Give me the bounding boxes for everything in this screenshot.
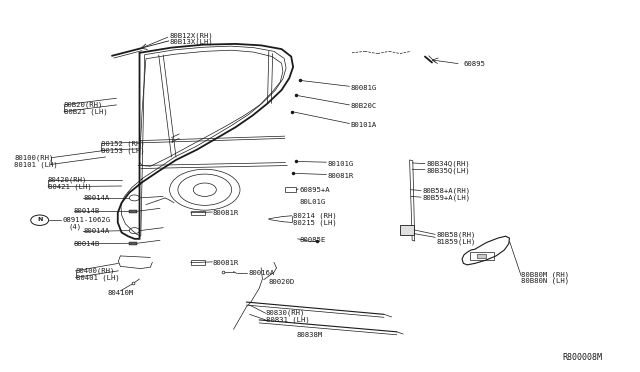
Text: 08911-1062G: 08911-1062G [62,217,110,223]
Text: 80B58(RH): 80B58(RH) [436,232,476,238]
Bar [129,242,137,245]
Text: 80101 (LH): 80101 (LH) [14,161,58,168]
Bar [477,254,486,258]
Text: (4): (4) [68,224,82,230]
Text: 80081G: 80081G [351,85,377,91]
Text: 80B58+A(RH): 80B58+A(RH) [422,188,470,195]
Text: 80401 (LH): 80401 (LH) [76,274,119,281]
Text: 80215 (LH): 80215 (LH) [293,219,337,226]
Text: 80L01G: 80L01G [300,199,326,205]
Text: 80B80M (RH): 80B80M (RH) [521,271,569,278]
Text: 80101G: 80101G [328,161,354,167]
Text: 80400(RH): 80400(RH) [76,267,115,274]
Text: 80831 (LH): 80831 (LH) [266,317,309,323]
Text: 80B34Q(RH): 80B34Q(RH) [426,160,470,167]
Text: 80214 (RH): 80214 (RH) [293,212,337,219]
Text: 81859(LH): 81859(LH) [436,238,476,245]
Text: 60895: 60895 [463,61,485,67]
Text: 80B21 (LH): 80B21 (LH) [64,108,108,115]
Text: 80421 (LH): 80421 (LH) [48,183,92,190]
Bar [129,210,137,213]
Text: 80B59+A(LH): 80B59+A(LH) [422,195,470,201]
Text: 80016A: 80016A [248,270,275,276]
Text: 80410M: 80410M [108,290,134,296]
Text: 80B20C: 80B20C [351,103,377,109]
Text: B0101A: B0101A [351,122,377,128]
Text: 80081R: 80081R [212,210,239,216]
Text: 80014B: 80014B [74,208,100,214]
FancyBboxPatch shape [400,225,414,235]
Text: 80B20(RH): 80B20(RH) [64,102,104,108]
Text: 80830(RH): 80830(RH) [266,310,305,317]
Text: 80085E: 80085E [300,237,326,243]
Text: 80081R: 80081R [212,260,239,266]
Text: 80014A: 80014A [83,228,109,234]
Text: N: N [37,217,42,222]
Text: 80081R: 80081R [328,173,354,179]
Text: 80B13X(LH): 80B13X(LH) [170,39,213,45]
Text: 80152 (RH): 80152 (RH) [101,140,145,147]
Text: 80020D: 80020D [269,279,295,285]
Text: 60895+A: 60895+A [300,187,330,193]
Text: 80014A: 80014A [83,195,109,201]
Text: 80B80N (LH): 80B80N (LH) [521,278,569,285]
Text: 80014B: 80014B [74,241,100,247]
Text: 80153 (LH): 80153 (LH) [101,147,145,154]
Text: 80B12X(RH): 80B12X(RH) [170,32,213,39]
Text: R800008M: R800008M [562,353,602,362]
Text: 80838M: 80838M [297,332,323,338]
Text: 80100(RH): 80100(RH) [14,154,54,161]
Text: 80420(RH): 80420(RH) [48,177,88,183]
Text: 80B35Q(LH): 80B35Q(LH) [426,167,470,174]
